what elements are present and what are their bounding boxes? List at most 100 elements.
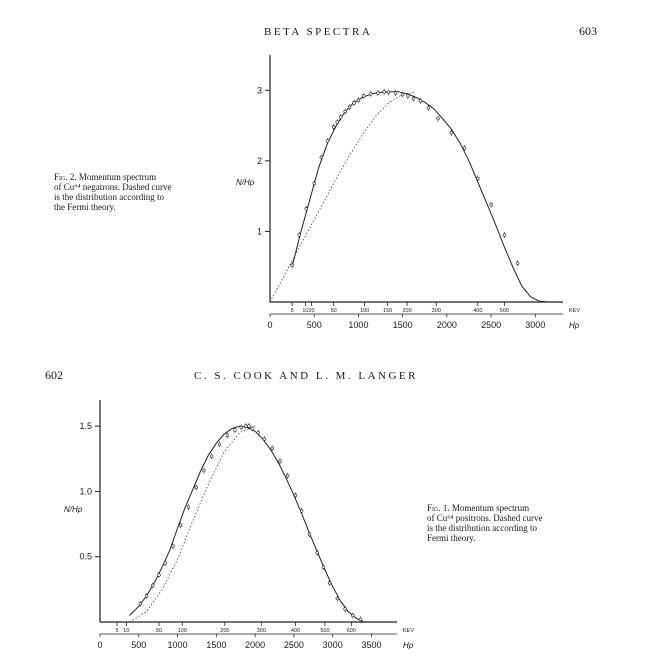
data-point <box>256 430 260 435</box>
data-point <box>376 91 380 95</box>
data-point <box>319 155 323 160</box>
fig2-caption-line: is the distribution according to <box>54 192 164 202</box>
data-point <box>278 459 282 464</box>
energy-tick-label: 10 <box>302 308 308 314</box>
y-tick-label: 1.0 <box>79 486 92 496</box>
data-point <box>418 99 423 103</box>
data-point <box>157 573 161 577</box>
data-point <box>202 468 206 473</box>
energy-unit-label: KEV <box>403 628 414 634</box>
data-point <box>250 427 254 431</box>
data-point <box>386 90 391 95</box>
running-head-bottom: C. S. COOK AND L. M. LANGER <box>194 370 418 382</box>
data-point <box>186 505 191 509</box>
x-tick-label: 0 <box>267 320 272 330</box>
fig1-caption: Fig. 1. Momentum spectrum of Cu⁶⁴ positr… <box>427 503 607 543</box>
energy-tick-label: 300 <box>257 628 266 634</box>
data-point <box>144 594 149 598</box>
energy-tick-label: 300 <box>432 308 441 314</box>
energy-tick-label: 5 <box>116 628 119 634</box>
energy-tick-label: 100 <box>178 628 187 634</box>
y-tick-label: 1 <box>257 226 262 236</box>
data-point <box>347 105 352 109</box>
data-point <box>209 454 214 458</box>
data-point <box>270 446 274 451</box>
data-point <box>325 139 330 143</box>
running-head-top: BETA SPECTRA <box>264 26 373 38</box>
y-tick-label: 2 <box>257 156 262 166</box>
data-point <box>436 116 440 121</box>
x-tick-label: 0 <box>97 640 102 650</box>
x-tick-label: 500 <box>131 640 146 650</box>
data-point <box>290 263 294 268</box>
energy-unit-label: KEV <box>569 308 580 314</box>
x-tick-label: 2500 <box>284 640 304 650</box>
data-point <box>462 146 467 150</box>
fig2-caption-line: of Cu⁶⁴ negatrons. Dashed curve <box>54 182 172 192</box>
data-point <box>244 424 248 428</box>
x-tick-label: 3000 <box>525 320 545 330</box>
data-point <box>233 428 237 432</box>
data-point <box>400 92 405 97</box>
x-tick-label: 2000 <box>437 320 457 330</box>
energy-tick-label: 600 <box>347 628 356 634</box>
data-point <box>426 106 431 110</box>
data-point <box>352 101 356 105</box>
data-point <box>286 474 290 478</box>
fig2-caption: Fig. 2. Momentum spectrum of Cu⁶⁴ negatr… <box>54 172 234 212</box>
data-point <box>331 125 336 129</box>
data-point <box>194 485 198 490</box>
data-point <box>335 596 340 601</box>
measured-curve <box>129 425 364 623</box>
energy-tick-label: 100 <box>360 308 369 314</box>
data-point <box>339 115 343 119</box>
fig1-caption-line: Fermi theory. <box>427 533 476 543</box>
fig1-caption-line: of Cu⁶⁴ positrons. Dashed curve <box>427 513 543 523</box>
theory-curve-dashed <box>129 425 256 623</box>
data-point <box>151 583 155 588</box>
fig1-caption-label: Fig. 1. <box>427 503 450 513</box>
data-point <box>138 602 143 606</box>
y-tick-label: 3 <box>257 85 262 95</box>
energy-tick-label: 200 <box>220 628 229 634</box>
data-point <box>297 233 301 237</box>
data-point <box>502 233 507 237</box>
data-point <box>293 493 298 498</box>
y-axis-label: N/Hρ <box>64 505 83 514</box>
data-point <box>369 92 373 96</box>
data-point <box>307 532 312 537</box>
energy-tick-label: 50 <box>331 308 337 314</box>
data-point <box>247 424 251 428</box>
energy-tick-label: 400 <box>473 308 482 314</box>
data-point <box>411 97 415 101</box>
x-tick-label: 2000 <box>245 640 265 650</box>
data-point <box>406 94 410 98</box>
data-point <box>362 94 366 98</box>
page-number-top: 603 <box>579 24 597 38</box>
fig2-caption-label: Fig. 2. <box>54 172 77 182</box>
data-point <box>304 207 308 211</box>
fig2-caption-line: the Fermi theory. <box>54 202 116 212</box>
fig1-caption-line: is the distribution according to <box>427 523 537 533</box>
data-point <box>178 523 183 528</box>
energy-tick-label: 5 <box>291 308 294 314</box>
data-point <box>515 261 520 265</box>
energy-tick-label: 400 <box>291 628 300 634</box>
x-tick-label: 3000 <box>323 640 343 650</box>
data-point <box>343 607 347 611</box>
data-point <box>171 544 175 548</box>
x-tick-label: 1000 <box>348 320 368 330</box>
energy-tick-label: 50 <box>156 628 162 634</box>
data-point <box>312 181 316 186</box>
energy-tick-label: 20 <box>309 308 315 314</box>
x-tick-label: 1500 <box>393 320 413 330</box>
y-axis-label: N/Hρ <box>236 178 255 187</box>
data-point <box>335 120 339 124</box>
data-point <box>358 617 363 622</box>
data-point <box>382 89 386 94</box>
data-point <box>327 581 332 585</box>
fig1-caption-line: Momentum spectrum <box>451 503 530 513</box>
x-tick-label: 1000 <box>168 640 188 650</box>
